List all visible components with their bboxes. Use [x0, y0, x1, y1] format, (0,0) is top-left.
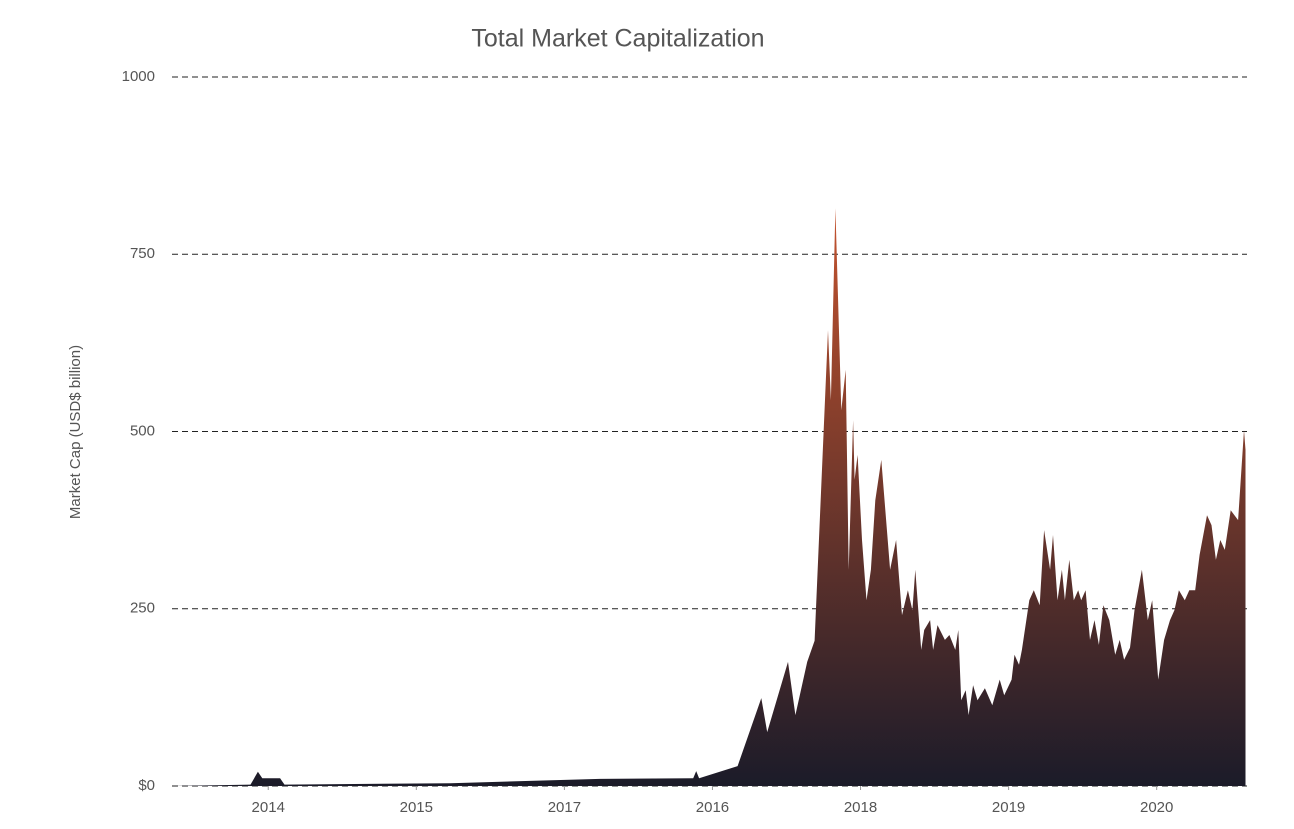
x-tick-label: 2015 [400, 799, 433, 816]
x-tick-label: 2018 [844, 799, 877, 816]
area [172, 208, 1246, 786]
y-tick-label: $0 [138, 777, 155, 794]
y-tick-label: 750 [130, 245, 155, 262]
x-tick-label: 2020 [1140, 799, 1173, 816]
y-axis-label: Market Cap (USD$ billion) [67, 345, 84, 519]
y-tick-label: 1000 [122, 68, 155, 85]
y-tick-label: 500 [130, 422, 155, 439]
x-tick-label: 2014 [252, 799, 285, 816]
x-tick-label: 2017 [548, 799, 581, 816]
x-tick-label: 2019 [992, 799, 1025, 816]
chart-title: Total Market Capitalization [471, 25, 764, 53]
y-tick-label: 250 [130, 600, 155, 617]
x-tick-label: 2016 [696, 799, 729, 816]
